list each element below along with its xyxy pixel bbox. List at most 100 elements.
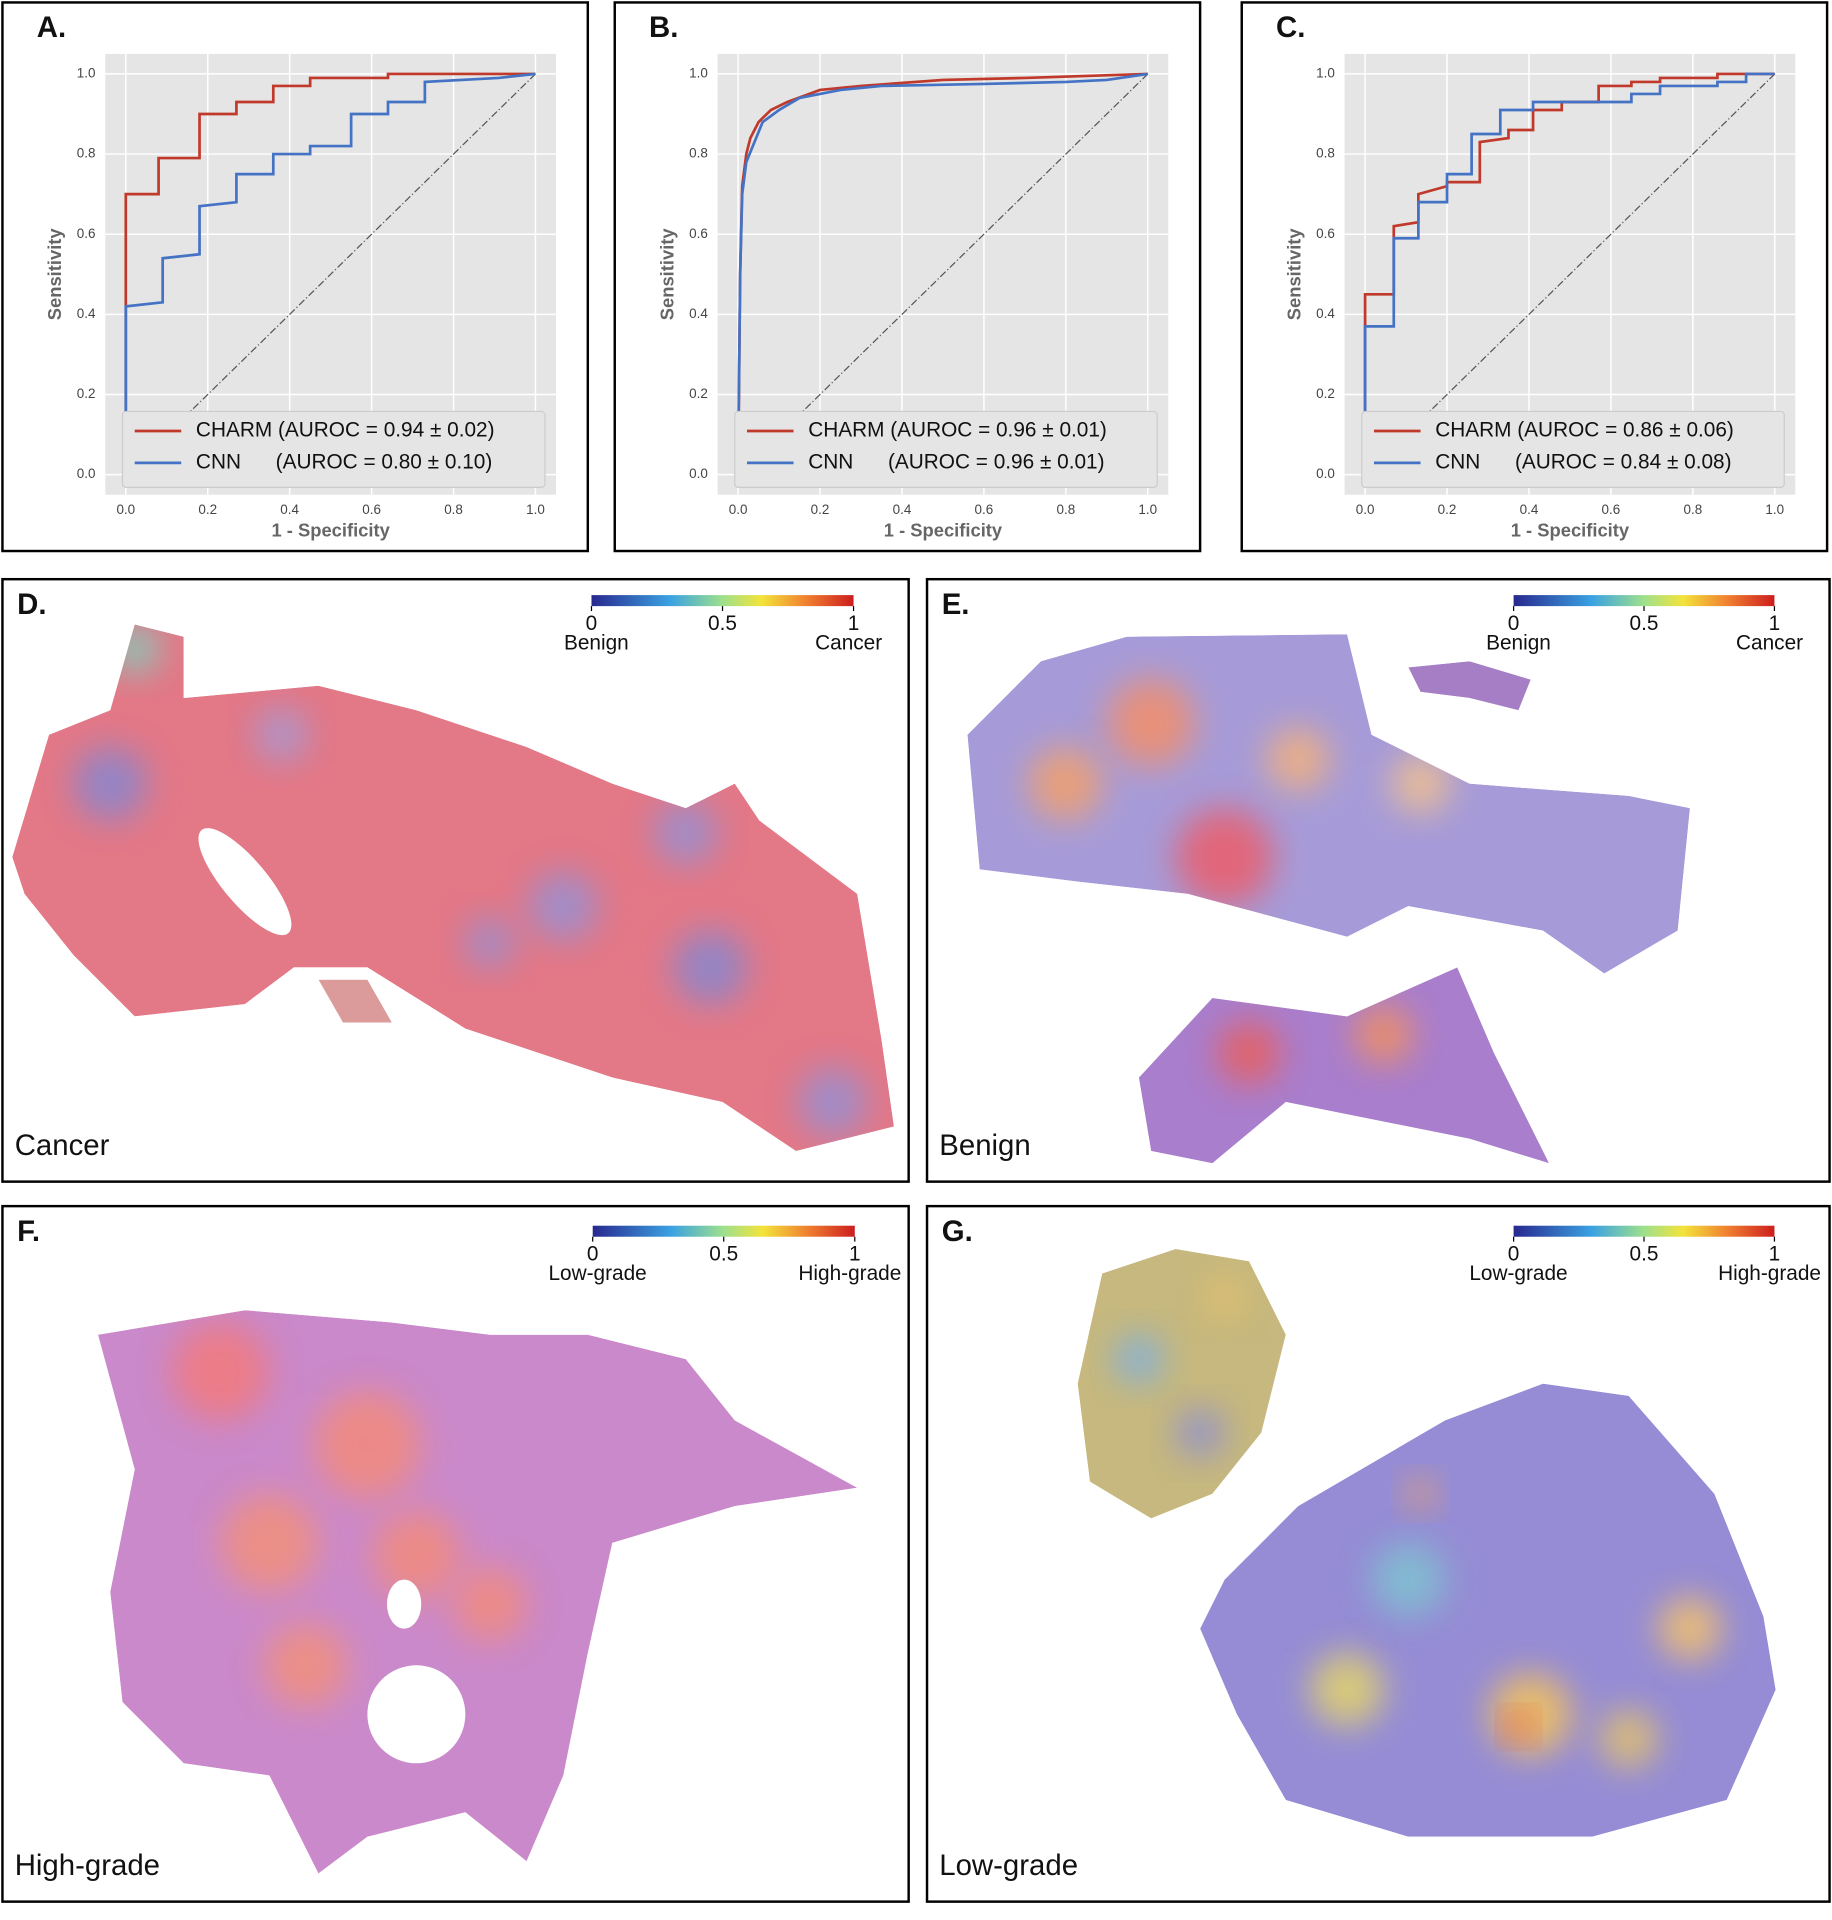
heat-spot: [1202, 1275, 1247, 1320]
panel-caption: Benign: [939, 1129, 1030, 1162]
heat-spot: [254, 707, 309, 762]
x-tick-label: 1.0: [1765, 502, 1784, 517]
y-axis-label: Sensitivity: [656, 228, 677, 321]
colorbar-tick-label: 0.5: [709, 1243, 738, 1266]
colorbar-high-label: Cancer: [815, 632, 882, 655]
x-tick-label: 0.0: [729, 502, 748, 517]
heat-spot: [1506, 1714, 1531, 1739]
tissue-hole: [386, 1579, 422, 1629]
y-tick-label: 0.2: [77, 386, 96, 401]
x-axis-label: 1 - Specificity: [271, 519, 390, 540]
heat-spot: [653, 800, 718, 865]
y-tick-label: 0.6: [689, 226, 708, 241]
heat-spot: [529, 871, 598, 941]
chance-line: [737, 73, 1149, 476]
heat-spot: [1405, 1479, 1436, 1509]
heat-spot: [1175, 1408, 1225, 1458]
tissue-base: [1408, 661, 1531, 711]
legend-label: CNN (AUROC = 0.80 ± 0.10): [196, 450, 492, 473]
heat-spot: [1391, 754, 1450, 814]
x-tick-label: 0.4: [1520, 502, 1539, 517]
heat-spot: [264, 1623, 348, 1707]
tissue-hole: [367, 1665, 466, 1764]
y-tick-label: 0.6: [77, 226, 96, 241]
chance-line: [125, 73, 536, 476]
tissue: [1077, 1248, 1286, 1519]
colorbar: [1513, 1225, 1775, 1237]
heat-spot: [1658, 1596, 1722, 1661]
colorbar: [591, 595, 854, 607]
legend-label: CHARM (AUROC = 0.94 ± 0.02): [196, 419, 495, 442]
tissue: [1200, 1383, 1776, 1837]
legend-label: CHARM (AUROC = 0.96 ± 0.01): [808, 419, 1107, 442]
tissue: [967, 634, 1690, 974]
colorbar-tick-label: 1: [1769, 1243, 1781, 1266]
x-tick-label: 0.6: [362, 502, 381, 517]
colorbar-tick-label: 0: [587, 1243, 599, 1266]
x-tick-label: 0.4: [280, 502, 299, 517]
tissue: [12, 624, 894, 1152]
x-tick-label: 0.2: [1438, 502, 1457, 517]
x-tick-label: 0.8: [1056, 502, 1075, 517]
y-tick-label: 0.6: [1316, 226, 1335, 241]
legend-label: CHARM (AUROC = 0.86 ± 0.06): [1435, 419, 1734, 442]
y-tick-label: 0.2: [689, 386, 708, 401]
x-tick-label: 0.0: [116, 502, 135, 517]
heat-spot: [220, 1493, 319, 1592]
panel-label: E.: [942, 588, 970, 621]
heat-spot: [73, 746, 147, 821]
heat-spot: [1489, 1672, 1573, 1756]
heat-spot: [1371, 1542, 1446, 1617]
y-tick-label: 0.8: [1316, 146, 1335, 161]
heat-spot: [1175, 808, 1274, 907]
roc-curve: [124, 72, 536, 475]
y-tick-label: 0.0: [689, 466, 708, 481]
y-tick-label: 0.2: [1316, 386, 1335, 401]
colorbar-tick-label: 1: [1769, 612, 1781, 635]
x-tick-label: 0.2: [811, 502, 830, 517]
tissue: [1138, 967, 1550, 1164]
x-tick-label: 1.0: [1138, 502, 1157, 517]
heat-spot: [171, 1322, 270, 1421]
y-tick-label: 1.0: [77, 65, 96, 80]
heat-spot: [673, 930, 748, 1005]
colorbar-low-label: Benign: [564, 632, 629, 655]
tissue: [1408, 661, 1531, 711]
panel-label: B.: [649, 11, 678, 44]
tissue-hole: [198, 828, 292, 936]
heat-spot: [1107, 678, 1196, 767]
legend-box: [734, 410, 1158, 488]
tissue-base: [1138, 967, 1550, 1164]
heat-spot: [313, 1391, 422, 1499]
x-tick-label: 0.6: [1602, 502, 1621, 517]
roc-curve: [124, 72, 536, 475]
colorbar-low-label: Benign: [1486, 632, 1551, 655]
legend-label: CNN (AUROC = 0.84 ± 0.08): [1435, 450, 1731, 473]
y-tick-label: 0.4: [689, 306, 708, 321]
y-axis-label: Sensitivity: [44, 228, 65, 321]
heat-spot: [1028, 746, 1103, 821]
chance-line: [1364, 73, 1776, 476]
colorbar-tick-label: 0.5: [1630, 1243, 1659, 1266]
y-tick-label: 0.4: [77, 306, 96, 321]
x-tick-label: 0.4: [893, 502, 912, 517]
legend-label: CNN (AUROC = 0.96 ± 0.01): [808, 450, 1104, 473]
colorbar-tick-label: 0.5: [708, 612, 737, 635]
tissue-base: [318, 979, 392, 1023]
heat-spot: [453, 1567, 527, 1641]
panel-label: D.: [17, 588, 46, 621]
y-tick-label: 0.4: [1316, 306, 1335, 321]
panel-label: C.: [1276, 11, 1305, 44]
colorbar-low-label: Low-grade: [1469, 1262, 1567, 1285]
heat-spot: [1217, 1021, 1281, 1085]
colorbar-tick-label: 0: [1508, 612, 1520, 635]
panel-caption: Low-grade: [939, 1849, 1078, 1882]
heat-spot: [1354, 1005, 1414, 1065]
roc-curve: [1363, 72, 1775, 475]
colorbar: [592, 1225, 855, 1237]
x-tick-label: 0.2: [198, 502, 217, 517]
x-tick-label: 0.8: [1683, 502, 1702, 517]
heat-spot: [1599, 1709, 1659, 1769]
heat-spot: [1114, 1334, 1164, 1384]
colorbar-tick-label: 0: [586, 612, 598, 635]
